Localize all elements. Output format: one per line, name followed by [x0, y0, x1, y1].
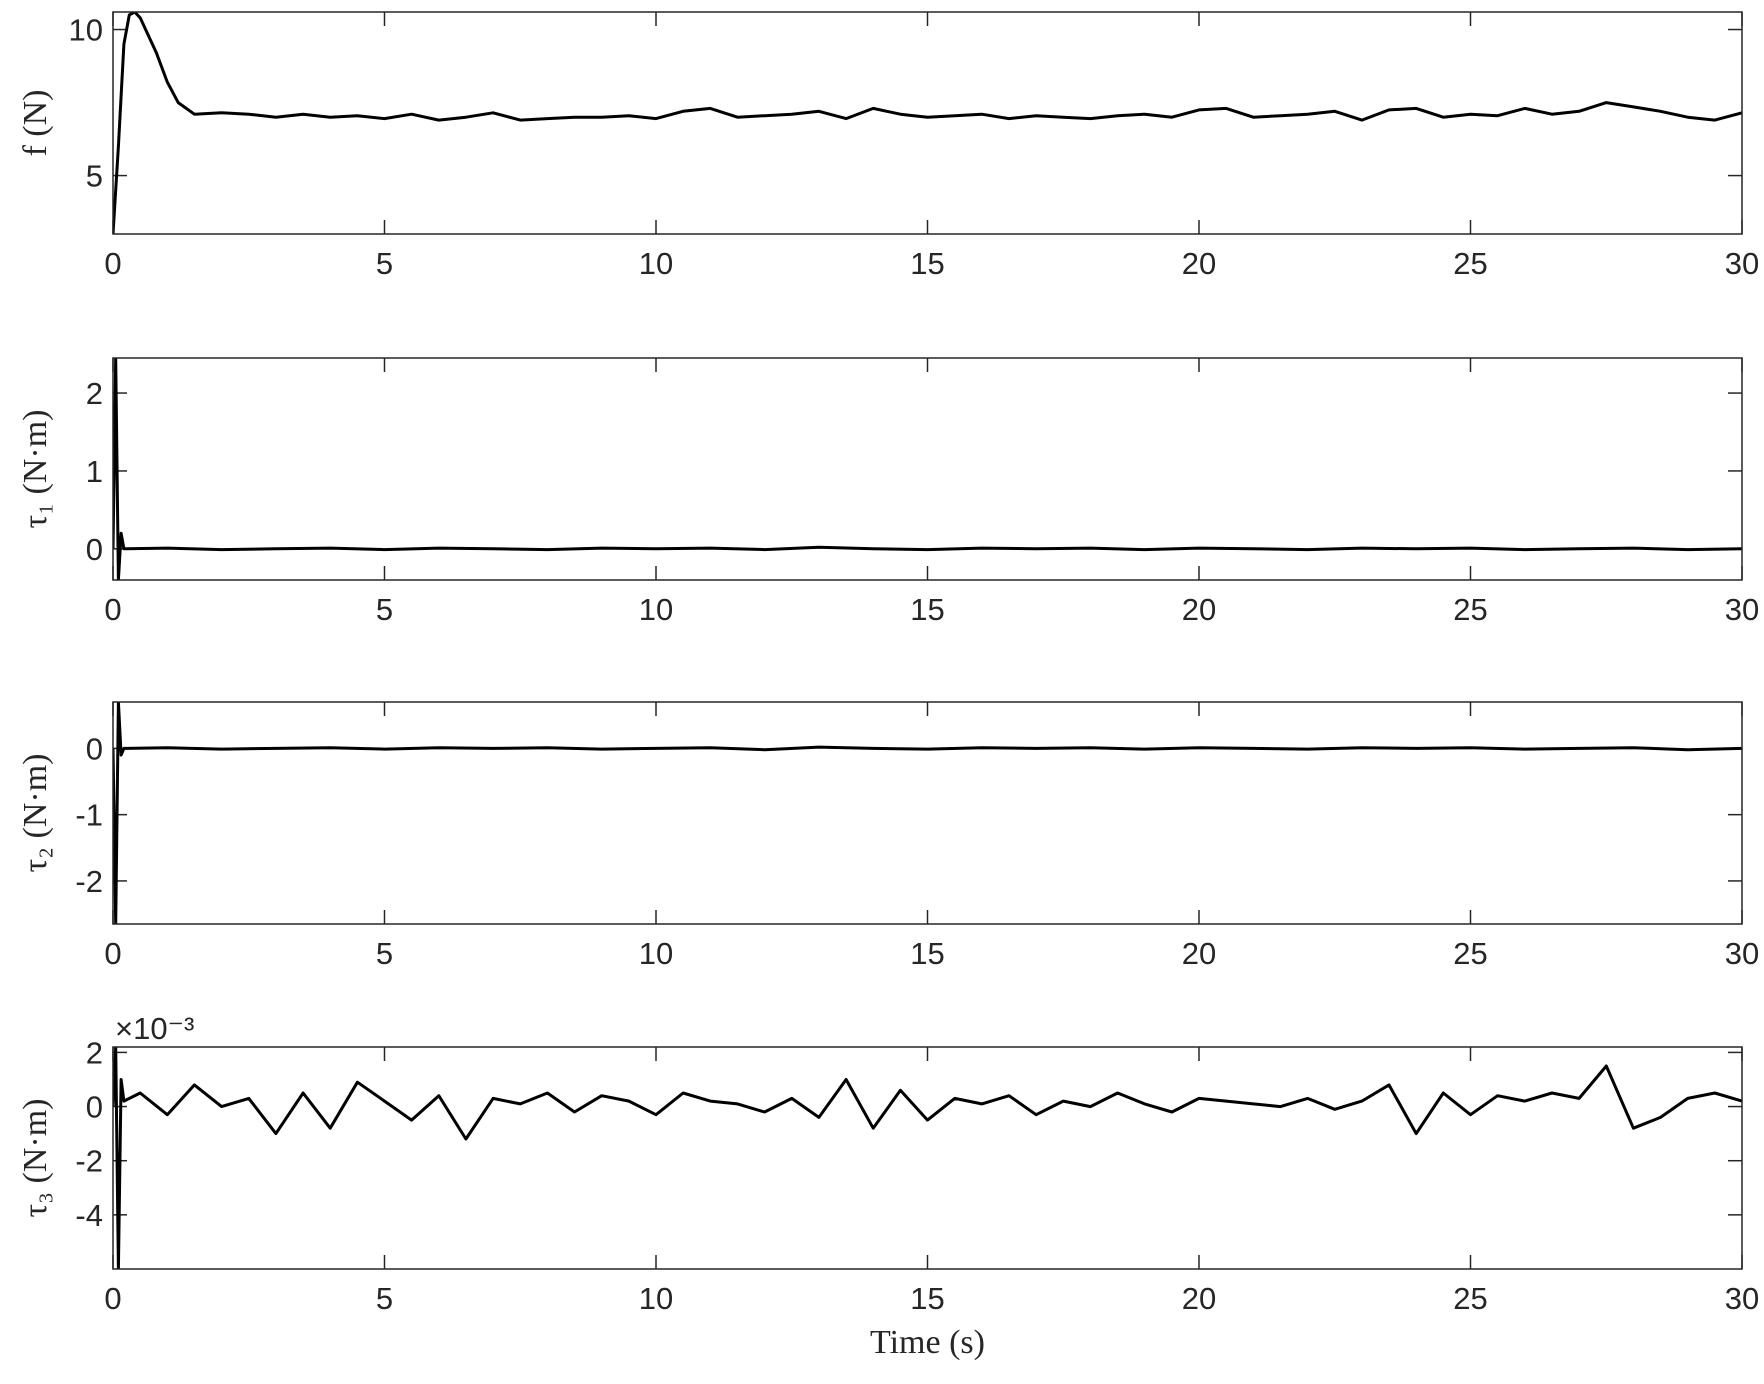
x-tick-label: 5 [376, 246, 393, 281]
plot-area [113, 1047, 1742, 1269]
y-tick-label: -2 [75, 1144, 103, 1179]
x-tick-label: 10 [639, 246, 673, 281]
y-tick-label: -4 [75, 1198, 103, 1233]
subplot: 0 5 10 15 20 25 30 0 1 2 τ₁ (N·m) [17, 357, 1759, 627]
plot-area [113, 358, 1742, 580]
y-tick-label: 10 [69, 13, 103, 48]
x-tick-label: 0 [104, 246, 121, 281]
x-tick-label: 30 [1725, 592, 1759, 627]
x-tick-label: 20 [1182, 592, 1216, 627]
x-tick-label: 20 [1182, 246, 1216, 281]
x-tick-label: 25 [1453, 1281, 1487, 1316]
plot-area [113, 702, 1742, 924]
y-tick-label: 5 [86, 159, 103, 194]
data-line [113, 12, 1742, 234]
x-tick-label: 10 [639, 936, 673, 971]
x-tick-label: 0 [104, 1281, 121, 1316]
y-tick-label: 0 [86, 731, 103, 766]
y-axis-label: τ₂ (N·m) [17, 754, 54, 873]
x-tick-label: 30 [1725, 936, 1759, 971]
x-tick-label: 15 [910, 1281, 944, 1316]
x-tick-label: 10 [639, 1281, 673, 1316]
x-tick-label: 0 [104, 592, 121, 627]
axes-box [112, 357, 1743, 581]
y-tick-label: -2 [75, 864, 103, 899]
x-axis-label: Time (s) [870, 1324, 985, 1361]
x-tick-label: 5 [376, 936, 393, 971]
y-tick-label: 2 [86, 1035, 103, 1070]
x-tick-label: 25 [1453, 592, 1487, 627]
y-axis-label: τ₁ (N·m) [17, 410, 54, 529]
x-tick-label: 5 [376, 592, 393, 627]
x-tick-label: 20 [1182, 1281, 1216, 1316]
plot-area [113, 12, 1742, 234]
data-line [113, 358, 1742, 580]
x-tick-label: 0 [104, 936, 121, 971]
x-tick-label: 20 [1182, 936, 1216, 971]
data-line [113, 1047, 1742, 1269]
x-tick-label: 15 [910, 592, 944, 627]
y-tick-label: 2 [86, 376, 103, 411]
y-tick-label: -1 [75, 798, 103, 833]
x-tick-label: 10 [639, 592, 673, 627]
data-line [113, 702, 1742, 924]
subplot: 0 5 10 15 20 25 30 -2 -1 0 τ₂ (N·m) [17, 701, 1759, 971]
x-tick-label: 25 [1453, 246, 1487, 281]
axes-box [112, 11, 1743, 235]
x-tick-label: 30 [1725, 1281, 1759, 1316]
axes-box [112, 701, 1743, 925]
subplot: 0 5 10 15 20 25 30 5 10 f (N) [17, 11, 1759, 281]
x-tick-label: 15 [910, 246, 944, 281]
exponent-label: ×10⁻³ [115, 1011, 194, 1046]
axes-box [112, 1046, 1743, 1270]
x-tick-label: 30 [1725, 246, 1759, 281]
x-tick-label: 25 [1453, 936, 1487, 971]
y-axis-label: f (N) [17, 89, 54, 156]
y-axis-label: τ₃ (N·m) [17, 1099, 54, 1218]
subplot: 0 5 10 15 20 25 30 -4 -2 0 2 τ₃ (N·m) ×10⁻³ Time (s) [17, 1011, 1759, 1361]
y-tick-label: 0 [86, 532, 103, 567]
x-tick-label: 15 [910, 936, 944, 971]
y-tick-label: 0 [86, 1090, 103, 1125]
x-tick-label: 5 [376, 1281, 393, 1316]
y-tick-label: 1 [86, 454, 103, 489]
